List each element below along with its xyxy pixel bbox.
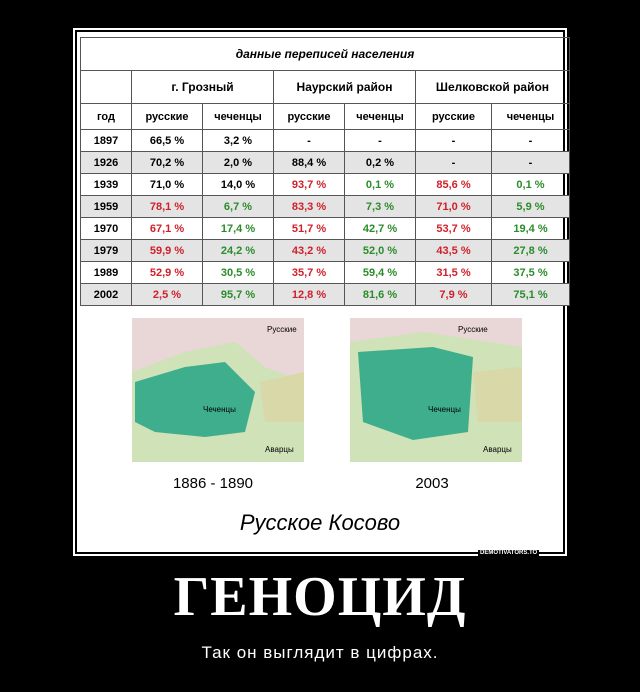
cell: - <box>415 129 492 152</box>
cell: 85,6 % <box>415 173 492 196</box>
table-row: 1926 70,2 % 2,0 % 88,4 % 0,2 % - - <box>80 151 570 174</box>
column-header: год <box>80 103 132 130</box>
cell: 42,7 % <box>344 217 416 240</box>
watermark: DEMOTIVATORS.TO <box>478 550 540 556</box>
table-row: 2002 2,5 % 95,7 % 12,8 % 81,6 % 7,9 % 75,1 % <box>80 283 570 306</box>
cell: 67,1 % <box>131 217 203 240</box>
group-header: Наурский район <box>273 70 416 104</box>
cell: 31,5 % <box>415 261 492 284</box>
cell: 88,4 % <box>273 151 345 174</box>
cell: 75,1 % <box>491 283 570 306</box>
poster-subtitle: Так он выглядит в цифрах. <box>201 643 439 662</box>
cell: 37,5 % <box>491 261 570 284</box>
year: 1989 <box>80 261 132 284</box>
table-row: 1979 59,9 % 24,2 % 43,2 % 52,0 % 43,5 % 27,8 % <box>80 239 570 262</box>
poster-title: ГЕНОЦИД <box>173 566 467 628</box>
cell: - <box>415 151 492 174</box>
cell: 0,1 % <box>491 173 570 196</box>
year: 1897 <box>80 129 132 152</box>
cell: 24,2 % <box>202 239 274 262</box>
cell: 43,2 % <box>273 239 345 262</box>
cell: 52,9 % <box>131 261 203 284</box>
map-label: Аварцы <box>483 445 512 454</box>
caption: Русское Косово <box>239 510 401 535</box>
cell: 27,8 % <box>491 239 570 262</box>
column-header: русские <box>273 103 345 130</box>
table-row: данные переписей населения <box>80 37 570 71</box>
cell: 2,0 % <box>202 151 274 174</box>
cell: 0,1 % <box>344 173 416 196</box>
cell: 81,6 % <box>344 283 416 306</box>
cell: 78,1 % <box>131 195 203 218</box>
cell: 43,5 % <box>415 239 492 262</box>
map-caption: 2003 <box>415 475 449 492</box>
cell: - <box>491 151 570 174</box>
group-header: г. Грозный <box>131 70 274 104</box>
group-header: Шелковской район <box>415 70 570 104</box>
cell: 3,2 % <box>202 129 274 152</box>
cell: 17,4 % <box>202 217 274 240</box>
table-row: г. Грозный Наурский район Шелковской район <box>80 70 570 104</box>
map-caption: 1886 - 1890 <box>172 475 254 492</box>
map-label: Чеченцы <box>428 405 461 414</box>
table-row: 1970 67,1 % 17,4 % 51,7 % 42,7 % 53,7 % 19,4 % <box>80 217 570 240</box>
cell: 52,0 % <box>344 239 416 262</box>
cell: 59,4 % <box>344 261 416 284</box>
year: 1959 <box>80 195 132 218</box>
cell: 66,5 % <box>131 129 203 152</box>
table-row: 1939 71,0 % 14,0 % 93,7 % 0,1 % 85,6 % 0,1 % <box>80 173 570 196</box>
cell: 14,0 % <box>202 173 274 196</box>
cell: 83,3 % <box>273 195 345 218</box>
map-label: Аварцы <box>265 445 294 454</box>
year: 1970 <box>80 217 132 240</box>
cell: 53,7 % <box>415 217 492 240</box>
cell: 93,7 % <box>273 173 345 196</box>
cell: 51,7 % <box>273 217 345 240</box>
column-header: чеченцы <box>491 103 570 130</box>
cell: 70,2 % <box>131 151 203 174</box>
cell: - <box>273 129 345 152</box>
cell: 7,3 % <box>344 195 416 218</box>
cell: 6,7 % <box>202 195 274 218</box>
map-2003: Русские Чеченцы Аварцы <box>350 318 522 462</box>
table-row: год русские чеченцы русские чеченцы русские че… <box>80 103 570 130</box>
table-row: 1959 78,1 % 6,7 % 83,3 % 7,3 % 71,0 % 5,9 % <box>80 195 570 218</box>
map-label: Русские <box>458 325 488 334</box>
column-header: русские <box>131 103 203 130</box>
cell: 59,9 % <box>131 239 203 262</box>
map-1886: Русские Чеченцы Аварцы <box>132 318 304 462</box>
year: 2002 <box>80 283 132 306</box>
map-label: Чеченцы <box>203 405 236 414</box>
cell: 12,8 % <box>273 283 345 306</box>
year: 1939 <box>80 173 132 196</box>
year: 1926 <box>80 151 132 174</box>
empty-cell <box>80 70 132 104</box>
table-row: 1897 66,5 % 3,2 % - - - - <box>80 129 570 152</box>
column-header: чеченцы <box>202 103 274 130</box>
column-header: чеченцы <box>344 103 416 130</box>
cell: 19,4 % <box>491 217 570 240</box>
year: 1979 <box>80 239 132 262</box>
table-row: 1989 52,9 % 30,5 % 35,7 % 59,4 % 31,5 % 37,5 % <box>80 261 570 284</box>
cell: - <box>344 129 416 152</box>
map-label: Русские <box>267 325 297 334</box>
cell: 2,5 % <box>131 283 203 306</box>
cell: 5,9 % <box>491 195 570 218</box>
cell: 0,2 % <box>344 151 416 174</box>
cell: 71,0 % <box>131 173 203 196</box>
cell: 35,7 % <box>273 261 345 284</box>
cell: 95,7 % <box>202 283 274 306</box>
cell: 7,9 % <box>415 283 492 306</box>
table-title: данные переписей населения <box>80 37 570 71</box>
cell: 71,0 % <box>415 195 492 218</box>
census-table: данные переписей населения г. Грозный Наур… <box>80 37 570 306</box>
column-header: русские <box>415 103 492 130</box>
maps: Русские Чеченцы Аварцы Русские Чеченцы А… <box>132 318 522 462</box>
cell: - <box>491 129 570 152</box>
cell: 30,5 % <box>202 261 274 284</box>
